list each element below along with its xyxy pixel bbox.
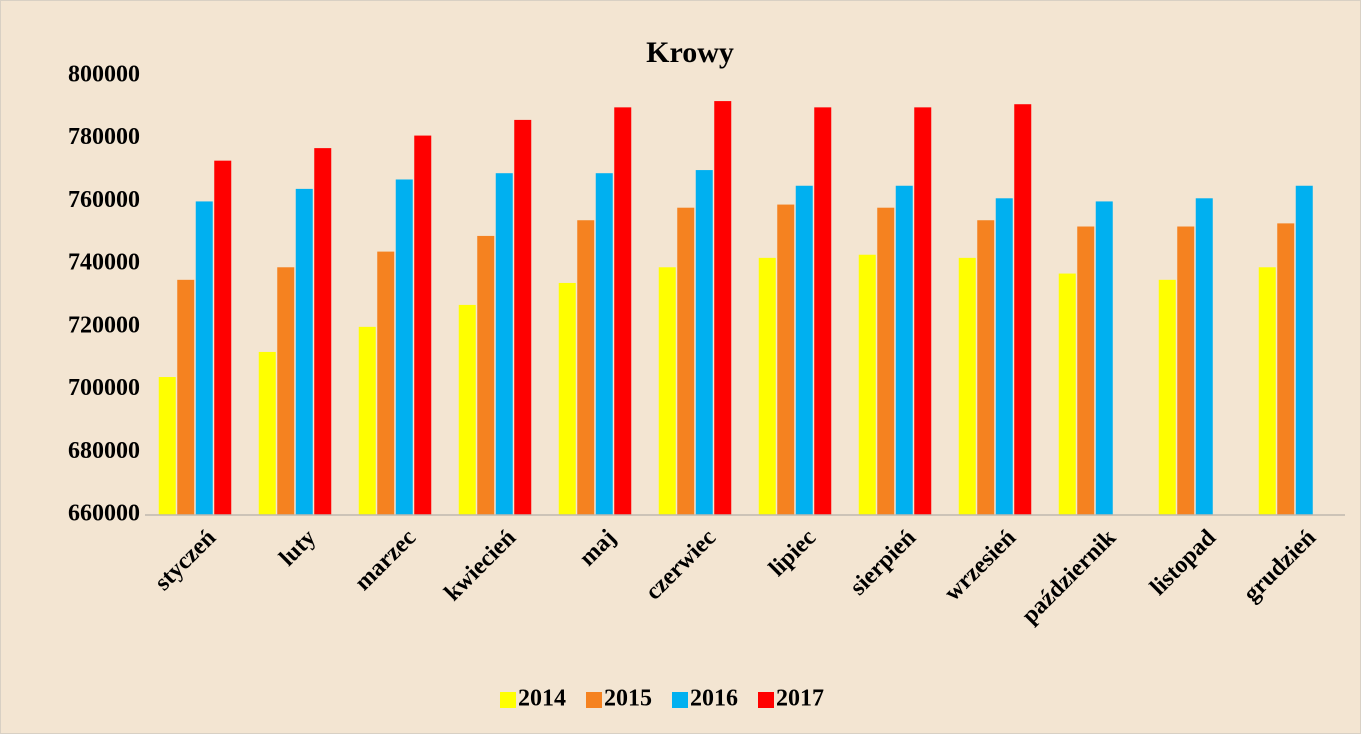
y-tick-label: 720000: [68, 312, 140, 338]
bar: [977, 220, 994, 515]
bar: [777, 205, 794, 515]
legend-label: 2015: [604, 686, 652, 712]
bar: [277, 267, 294, 515]
bar: [714, 101, 731, 515]
chart-title: Krowy: [646, 36, 734, 69]
legend-swatch: [758, 692, 774, 708]
legend-swatch: [672, 692, 688, 708]
bar: [1259, 267, 1276, 515]
bar: [1296, 186, 1313, 515]
chart: Krowy 660000 680000 700000 720000 740000 7600…: [0, 0, 1361, 734]
bar: [796, 186, 813, 515]
y-tick-label: 680000: [68, 438, 140, 464]
bar: [414, 136, 431, 515]
legend-label: 2014: [518, 686, 566, 712]
bar: [1014, 104, 1031, 515]
bar: [459, 305, 476, 515]
bar: [159, 377, 176, 515]
legend-label: 2016: [690, 686, 738, 712]
bar: [1196, 198, 1213, 515]
bar: [914, 107, 931, 515]
y-tick-label: 700000: [68, 375, 140, 401]
bar: [614, 107, 631, 515]
bar: [359, 327, 376, 515]
bar: [314, 148, 331, 515]
y-tick-label: 800000: [68, 62, 140, 88]
bar: [1077, 227, 1094, 515]
bar: [259, 352, 276, 515]
legend-swatch: [500, 692, 516, 708]
bar: [577, 220, 594, 515]
bar: [477, 236, 494, 515]
bar: [814, 107, 831, 515]
bar: [596, 173, 613, 515]
bar: [896, 186, 913, 515]
bar: [696, 170, 713, 515]
bar: [296, 189, 313, 515]
bar: [1177, 227, 1194, 515]
bar: [659, 267, 676, 515]
bar: [214, 161, 231, 515]
legend-swatch: [586, 692, 602, 708]
y-tick-label: 740000: [68, 250, 140, 276]
y-tick-label: 760000: [68, 187, 140, 213]
bar: [1059, 274, 1076, 515]
bar: [996, 198, 1013, 515]
bar: [1096, 201, 1113, 515]
bar: [859, 255, 876, 515]
y-tick-label: 660000: [68, 501, 140, 527]
bar: [1277, 223, 1294, 515]
bar: [514, 120, 531, 515]
bar: [959, 258, 976, 515]
y-tick-label: 780000: [68, 124, 140, 150]
bar: [196, 201, 213, 515]
bar: [496, 173, 513, 515]
legend-label: 2017: [776, 686, 824, 712]
bar: [177, 280, 194, 515]
bar: [759, 258, 776, 515]
bar: [677, 208, 694, 515]
bar: [396, 179, 413, 515]
bar: [377, 252, 394, 515]
bar: [1159, 280, 1176, 515]
bar: [559, 283, 576, 515]
bar: [877, 208, 894, 515]
